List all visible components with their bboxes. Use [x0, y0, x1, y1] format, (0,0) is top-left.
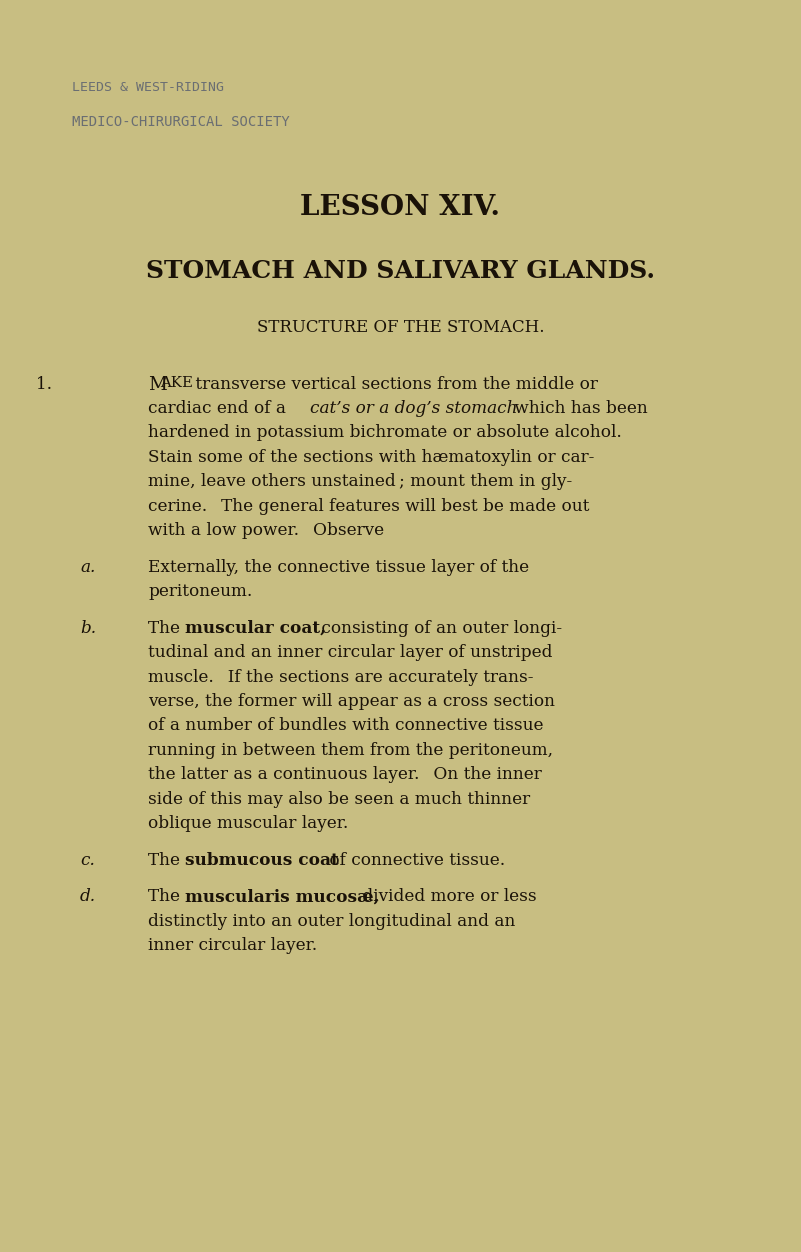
Text: STRUCTURE OF THE STOMACH.: STRUCTURE OF THE STOMACH.: [257, 319, 544, 337]
Text: submucous coat: submucous coat: [185, 851, 339, 869]
Text: verse, the former will appear as a cross section: verse, the former will appear as a cross…: [148, 692, 555, 710]
Text: which has been: which has been: [509, 401, 647, 417]
Text: d.: d.: [80, 888, 96, 905]
Text: divided more or less: divided more or less: [357, 888, 537, 905]
Text: Externally, the connective tissue layer of the: Externally, the connective tissue layer …: [148, 558, 529, 576]
Text: of connective tissue.: of connective tissue.: [324, 851, 505, 869]
Text: transverse vertical sections from the middle or: transverse vertical sections from the mi…: [190, 376, 598, 393]
Text: The: The: [148, 888, 186, 905]
Text: with a low power.  Observe: with a low power. Observe: [148, 522, 384, 540]
Text: peritoneum.: peritoneum.: [148, 583, 252, 600]
Text: 1.: 1.: [36, 376, 52, 393]
Text: tudinal and an inner circular layer of unstriped: tudinal and an inner circular layer of u…: [148, 644, 553, 661]
Text: The: The: [148, 620, 186, 637]
Text: M: M: [148, 376, 167, 393]
Text: cat’s or a dog’s stomach: cat’s or a dog’s stomach: [310, 401, 517, 417]
Text: running in between them from the peritoneum,: running in between them from the periton…: [148, 741, 553, 759]
Text: hardened in potassium bichromate or absolute alcohol.: hardened in potassium bichromate or abso…: [148, 424, 622, 442]
Text: cerine.  The general features will best be made out: cerine. The general features will best b…: [148, 497, 590, 515]
Text: muscularis mucosæ,: muscularis mucosæ,: [185, 888, 380, 905]
Text: Stain some of the sections with hæmatoxylin or car-: Stain some of the sections with hæmatoxy…: [148, 448, 594, 466]
Text: LESSON XIV.: LESSON XIV.: [300, 194, 501, 222]
Text: consisting of an outer longi-: consisting of an outer longi-: [316, 620, 562, 637]
Text: LEEDS & WEST-RIDING: LEEDS & WEST-RIDING: [72, 81, 224, 94]
Text: cardiac end of a: cardiac end of a: [148, 401, 292, 417]
Text: oblique muscular layer.: oblique muscular layer.: [148, 815, 348, 833]
Text: mine, leave others unstained ; mount them in gly-: mine, leave others unstained ; mount the…: [148, 473, 573, 491]
Text: MEDICO-CHIRURGICAL SOCIETY: MEDICO-CHIRURGICAL SOCIETY: [72, 115, 290, 129]
Text: side of this may also be seen a much thinner: side of this may also be seen a much thi…: [148, 791, 530, 808]
Text: muscular coat,: muscular coat,: [185, 620, 326, 637]
Text: AKE: AKE: [160, 376, 193, 389]
Text: muscle.  If the sections are accurately trans-: muscle. If the sections are accurately t…: [148, 669, 533, 686]
Text: b.: b.: [80, 620, 96, 637]
Text: STOMACH AND SALIVARY GLANDS.: STOMACH AND SALIVARY GLANDS.: [146, 259, 655, 283]
Text: the latter as a continuous layer.  On the inner: the latter as a continuous layer. On the…: [148, 766, 542, 784]
Text: a.: a.: [80, 558, 95, 576]
Text: inner circular layer.: inner circular layer.: [148, 936, 317, 954]
Text: The: The: [148, 851, 186, 869]
Text: of a number of bundles with connective tissue: of a number of bundles with connective t…: [148, 717, 544, 735]
Text: c.: c.: [80, 851, 95, 869]
Text: distinctly into an outer longitudinal and an: distinctly into an outer longitudinal an…: [148, 913, 516, 930]
